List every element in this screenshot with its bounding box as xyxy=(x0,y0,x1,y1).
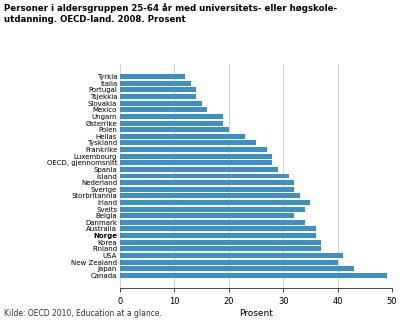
Bar xyxy=(120,87,196,92)
Bar xyxy=(120,213,294,218)
Bar xyxy=(120,74,185,79)
Bar xyxy=(120,200,310,205)
Bar xyxy=(120,240,321,245)
Bar xyxy=(120,81,191,86)
Text: Personer i aldersgruppen 25-64 år med universitets- eller høgskole-
utdanning. O: Personer i aldersgruppen 25-64 år med un… xyxy=(4,3,337,24)
Bar xyxy=(120,233,316,238)
Bar xyxy=(120,266,354,271)
Bar xyxy=(120,114,223,119)
Bar xyxy=(120,160,272,165)
Bar xyxy=(120,121,223,125)
Bar xyxy=(120,154,272,159)
Bar xyxy=(120,187,294,192)
Bar xyxy=(120,193,300,198)
Text: Kilde: OECD 2010, Education at a glance.: Kilde: OECD 2010, Education at a glance. xyxy=(4,309,162,318)
Bar xyxy=(120,147,267,152)
Bar xyxy=(120,134,245,139)
Bar xyxy=(120,180,294,185)
Bar xyxy=(120,227,316,231)
Bar xyxy=(120,140,256,145)
Bar xyxy=(120,220,305,225)
Bar xyxy=(120,167,278,172)
Bar xyxy=(120,253,343,258)
X-axis label: Prosent: Prosent xyxy=(239,309,273,318)
Bar xyxy=(120,246,321,251)
Bar xyxy=(120,260,338,265)
Bar xyxy=(120,127,229,132)
Bar xyxy=(120,94,196,99)
Bar xyxy=(120,107,207,112)
Bar xyxy=(120,207,305,212)
Bar xyxy=(120,173,289,179)
Bar xyxy=(120,101,202,106)
Bar xyxy=(120,273,386,278)
